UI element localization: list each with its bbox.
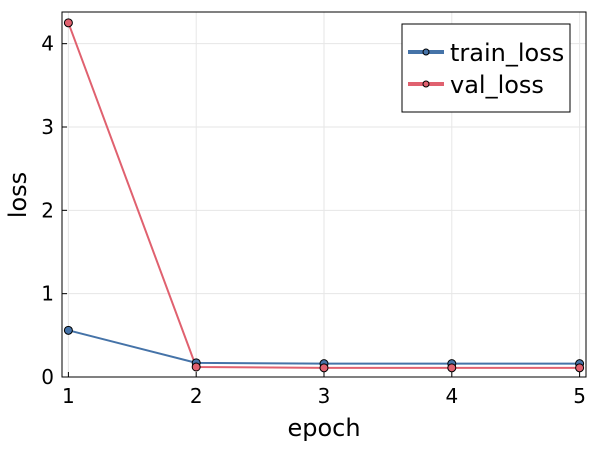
x-tick-label: 3 <box>318 384 331 408</box>
legend-label-val_loss: val_loss <box>450 71 544 99</box>
x-tick-label: 2 <box>190 384 203 408</box>
x-axis-ticks: 1 2 3 4 5 <box>62 372 586 408</box>
series-layer <box>63 18 585 373</box>
data-point-val_loss <box>575 363 585 373</box>
legend-box <box>401 23 571 113</box>
y-axis-label: loss <box>4 172 32 218</box>
y-tick-label: 0 <box>41 365 54 389</box>
x-tick-label: 5 <box>573 384 586 408</box>
legend: train_loss val_loss <box>401 23 571 113</box>
y-tick-label: 2 <box>41 198 54 222</box>
y-tick-label: 1 <box>41 282 54 306</box>
data-point-val_loss <box>447 363 457 373</box>
x-axis-label: epoch <box>287 414 360 442</box>
legend-marker-val_loss <box>422 80 430 88</box>
y-axis-ticks: 0 1 2 3 4 <box>41 32 67 389</box>
y-tick-label: 3 <box>41 115 54 139</box>
legend-label-train_loss: train_loss <box>450 39 564 67</box>
y-tick-label: 4 <box>41 32 54 56</box>
x-tick-label: 1 <box>62 384 75 408</box>
legend-marker-train_loss <box>422 48 430 56</box>
data-point-val_loss <box>63 18 73 28</box>
x-tick-label: 4 <box>445 384 458 408</box>
data-point-val_loss <box>191 362 201 372</box>
data-point-val_loss <box>319 363 329 373</box>
data-point-train_loss <box>63 325 73 335</box>
